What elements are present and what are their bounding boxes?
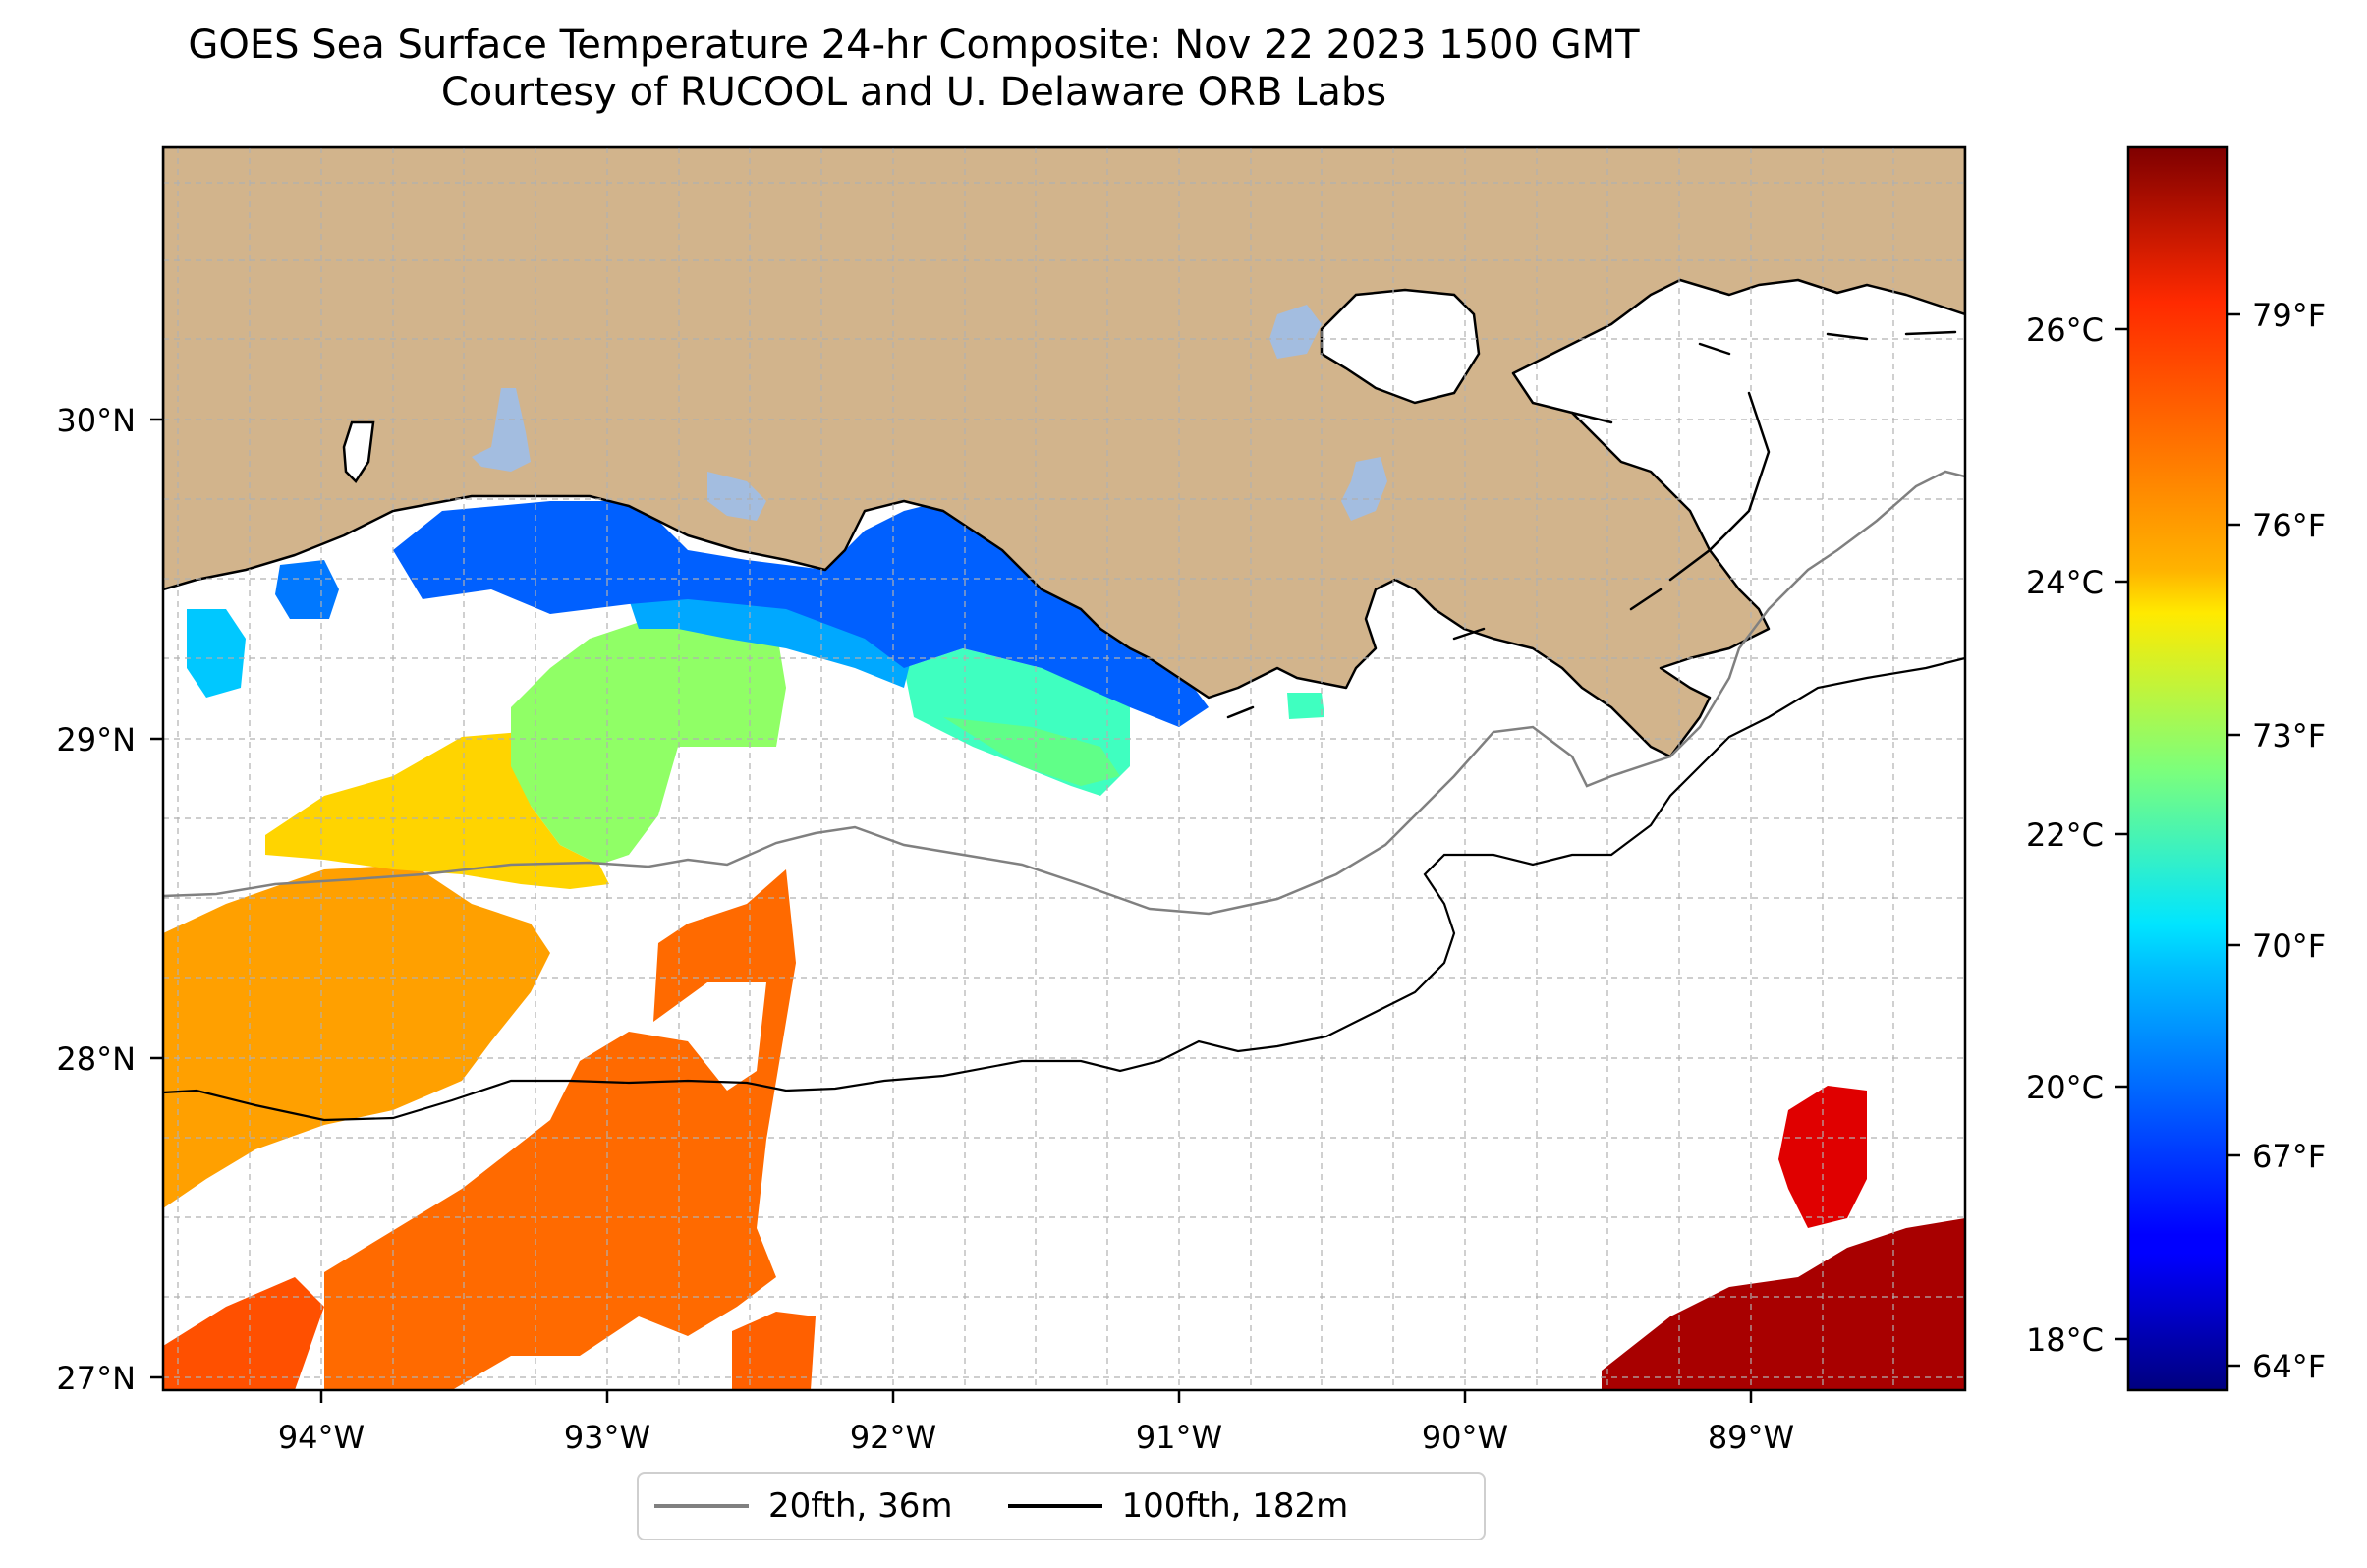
calcasieu-lake <box>342 420 375 483</box>
sst-patch-orange-west <box>163 865 550 1208</box>
sst-patch-offshore-warm <box>324 869 796 1390</box>
map-gridlines <box>163 147 1965 1390</box>
colorbar-c-26: 26°C <box>2026 311 2104 349</box>
colorbar-f-73: 73°F <box>2252 717 2326 755</box>
isobath-20fth <box>163 470 1965 916</box>
colorbar-c-18: 18°C <box>2026 1321 2104 1359</box>
colorbar-c-22: 22°C <box>2026 816 2104 854</box>
lon-tick-92w: 92°W <box>850 1419 936 1456</box>
isobath-100fth <box>163 656 1965 1122</box>
legend-label-20fth: 20fth, 36m <box>768 1486 953 1526</box>
legend-item-20fth: 20fth, 36m <box>654 1486 953 1526</box>
lake-central <box>707 472 766 521</box>
legend-label-100fth: 100fth, 182m <box>1121 1486 1349 1526</box>
title-line-1: GOES Sea Surface Temperature 24-hr Compo… <box>188 23 1640 68</box>
axis-ticks <box>150 418 1753 1403</box>
lake-west <box>472 388 531 472</box>
land-mass <box>163 147 1965 758</box>
map-panel <box>163 147 1965 1390</box>
legend-swatch-gray <box>654 1504 749 1508</box>
sst-patch-blue-small <box>275 560 339 619</box>
legend-swatch-black <box>1007 1504 1102 1508</box>
isobath-legend: 20fth, 36m 100fth, 182m <box>637 1472 1486 1540</box>
colorbar-ticks <box>2115 312 2240 1368</box>
colorbar-c-24: 24°C <box>2026 564 2104 601</box>
sst-patch-blue-nearshore <box>393 501 1209 727</box>
sst-patch-teal-small <box>1287 693 1324 719</box>
lat-tick-29n: 29°N <box>56 721 136 758</box>
lake-northeast <box>1269 305 1322 359</box>
lon-tick-91w: 91°W <box>1136 1419 1222 1456</box>
colorbar-f-67: 67°F <box>2252 1138 2326 1175</box>
lon-tick-94w: 94°W <box>278 1419 365 1456</box>
colorbar-f-70: 70°F <box>2252 927 2326 965</box>
map-title: GOES Sea Surface Temperature 24-hr Compo… <box>0 22 1828 116</box>
coastal-islands <box>1226 330 1957 719</box>
colorbar-f-76: 76°F <box>2252 507 2326 544</box>
colorbar-gradient <box>2126 145 2229 1392</box>
map-frame <box>161 145 1967 1392</box>
sst-patch-dark-red-southeast <box>1602 1218 1965 1390</box>
lake-pontchartrain <box>1320 288 1481 405</box>
sst-patch-orange-south <box>732 1312 816 1390</box>
sst-patch-green-patch <box>943 717 1120 786</box>
sst-patch-cyan-west <box>187 609 246 698</box>
colorbar-c-20: 20°C <box>2026 1069 2104 1106</box>
lat-tick-27n: 27°N <box>56 1360 136 1397</box>
colorbar: 18°C 20°C 22°C 24°C 26°C 64°F 67°F 70°F … <box>2026 145 2326 1392</box>
lake-east <box>1341 457 1387 521</box>
lon-tick-89w: 89°W <box>1708 1419 1794 1456</box>
title-line-2: Courtesy of RUCOOL and U. Delaware ORB L… <box>440 70 1387 115</box>
sst-patch-south-west <box>163 1277 324 1390</box>
lat-tick-30n: 30°N <box>56 402 136 439</box>
legend-item-100fth: 100fth, 182m <box>1007 1486 1349 1526</box>
lon-tick-90w: 90°W <box>1422 1419 1508 1456</box>
sst-patch-green <box>511 619 786 865</box>
colorbar-f-79: 79°F <box>2252 297 2326 334</box>
colorbar-f-64: 64°F <box>2252 1348 2326 1385</box>
lat-tick-28n: 28°N <box>56 1040 136 1078</box>
lon-tick-93w: 93°W <box>564 1419 650 1456</box>
